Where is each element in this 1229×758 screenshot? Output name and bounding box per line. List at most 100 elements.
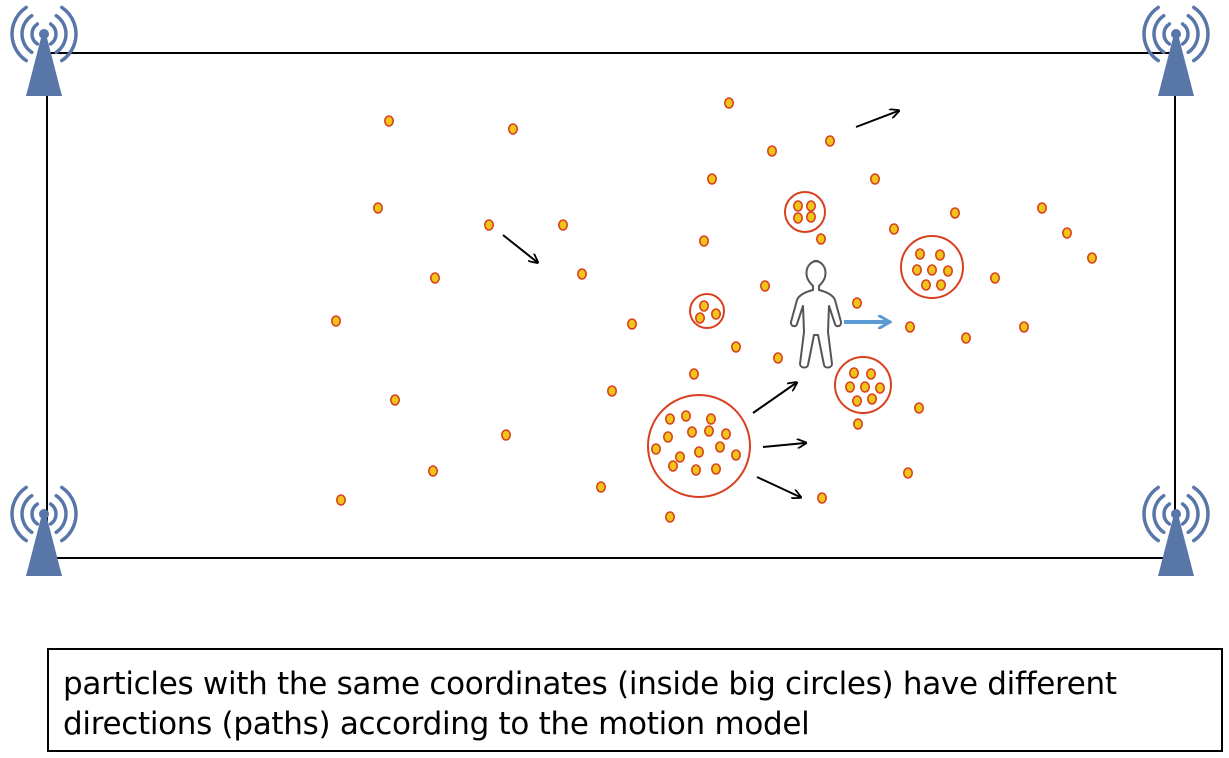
particle (626, 318, 637, 330)
particle (650, 443, 661, 455)
arrow-icon (502, 234, 537, 262)
particle (989, 272, 1000, 284)
particle (723, 97, 734, 109)
particle (960, 332, 971, 344)
particle (730, 449, 741, 461)
caption-box: particles with the same coordinates (ins… (47, 648, 1223, 752)
particle (934, 249, 945, 261)
particle (1062, 227, 1073, 239)
particle (866, 393, 877, 405)
particle (913, 402, 924, 414)
particle (902, 467, 913, 479)
particle (662, 431, 673, 443)
particle (372, 202, 383, 214)
particle (389, 394, 400, 406)
particle (383, 115, 394, 127)
antenna-icon (10, 5, 78, 96)
particle (874, 382, 885, 394)
particle (427, 465, 438, 477)
particle (595, 481, 606, 493)
particle (792, 212, 803, 224)
particle (816, 492, 827, 504)
particle (1037, 202, 1048, 214)
particle (792, 200, 803, 212)
particle (926, 264, 937, 276)
particle (848, 367, 859, 379)
particle (851, 297, 862, 309)
diagram-scene (10, 5, 1210, 576)
particle (557, 219, 568, 231)
particle (1018, 321, 1029, 333)
particle (674, 451, 685, 463)
particle (824, 135, 835, 147)
particle (667, 460, 678, 472)
particle (705, 413, 716, 425)
particle (865, 368, 876, 380)
particle (869, 173, 880, 185)
particle (706, 173, 717, 185)
particle (694, 312, 705, 324)
particle (851, 395, 862, 407)
particles (330, 97, 1098, 523)
cluster-circle (689, 293, 725, 329)
particle (720, 428, 731, 440)
particle (852, 418, 863, 430)
particle (935, 279, 946, 291)
particle (680, 410, 691, 422)
particle (949, 207, 960, 219)
particle (920, 279, 931, 291)
particle (805, 200, 816, 212)
arrow-icon (756, 476, 800, 497)
particle (710, 463, 721, 475)
antenna-icon (1142, 5, 1210, 96)
cluster-circle (647, 394, 751, 498)
room-boundary (46, 52, 1176, 559)
antenna-icon (1142, 485, 1210, 576)
particle (710, 308, 721, 320)
particle-clusters (647, 191, 964, 498)
particle (686, 426, 697, 438)
particle (483, 219, 494, 231)
cluster-circle (834, 356, 892, 414)
particle (330, 315, 341, 327)
arrow-icon (762, 443, 805, 447)
particle (942, 265, 953, 277)
particle (766, 145, 777, 157)
particle (664, 511, 675, 523)
particle (606, 385, 617, 397)
cluster-circle (900, 235, 964, 299)
particle (576, 268, 587, 280)
particle (500, 429, 511, 441)
arrow-icon (752, 383, 796, 414)
particle (904, 321, 915, 333)
particle (730, 341, 741, 353)
particle (859, 381, 870, 393)
caption-text: particles with the same coordinates (ins… (63, 666, 1117, 742)
motion-arrows (502, 111, 898, 497)
particle (664, 413, 675, 425)
particle (429, 272, 440, 284)
particle (772, 352, 783, 364)
particle (759, 280, 770, 292)
particle (693, 446, 704, 458)
cluster-circle (784, 191, 826, 233)
particle (911, 264, 922, 276)
particle (703, 425, 714, 437)
particle (844, 381, 855, 393)
antenna-icon (10, 485, 78, 576)
particle (507, 123, 518, 135)
particle (698, 235, 709, 247)
particle (1087, 252, 1098, 264)
antennas (10, 5, 1210, 576)
particle (914, 248, 925, 260)
arrow-icon (855, 111, 898, 128)
particle (690, 464, 701, 476)
particle (714, 441, 725, 453)
particle (815, 233, 826, 245)
particle (888, 223, 899, 235)
person-icon (789, 260, 843, 369)
particle (698, 300, 709, 312)
particle (335, 494, 346, 506)
particle (688, 368, 699, 380)
particle (805, 211, 816, 223)
